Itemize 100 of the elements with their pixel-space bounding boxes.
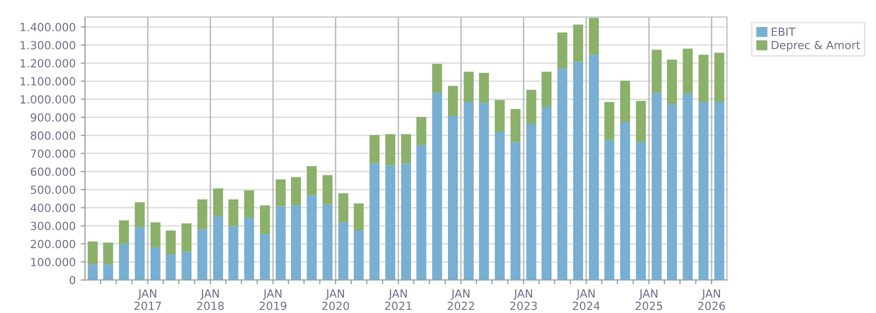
bar xyxy=(354,203,364,230)
bar xyxy=(588,18,599,55)
bar xyxy=(401,163,412,280)
y-tick-label: 0 xyxy=(70,276,76,284)
y-tick-label: 500.000 xyxy=(30,186,76,194)
bar xyxy=(401,134,412,164)
x-tick-label: JAN 2020 xyxy=(322,289,349,310)
bar xyxy=(103,242,114,265)
x-tick-label: JAN 2018 xyxy=(197,289,224,310)
bar xyxy=(338,222,348,280)
bar xyxy=(213,188,224,216)
bar xyxy=(542,107,552,280)
x-tick-label: JAN 2024 xyxy=(572,289,600,310)
x-tick-label: JAN 2022 xyxy=(448,289,474,310)
bar xyxy=(134,202,145,228)
bar xyxy=(228,226,238,280)
bar xyxy=(416,116,426,146)
bar xyxy=(166,254,176,280)
bar xyxy=(197,229,208,280)
bar xyxy=(714,52,724,102)
bar xyxy=(306,166,317,196)
bar xyxy=(652,50,662,93)
bar xyxy=(150,222,160,248)
bar xyxy=(557,32,568,69)
bar xyxy=(338,193,348,222)
bar xyxy=(666,60,677,104)
bar xyxy=(322,204,333,280)
bar xyxy=(573,62,584,280)
bar xyxy=(370,135,380,164)
bar xyxy=(478,72,489,103)
bar xyxy=(150,247,160,280)
y-tick-label: 1.200.000 xyxy=(20,59,76,68)
y-tick-label: 700.000 xyxy=(30,149,76,158)
bar xyxy=(604,102,614,140)
bar xyxy=(260,234,270,280)
y-tick-label: 1.400.000 xyxy=(20,22,76,32)
bar xyxy=(682,48,693,94)
bar xyxy=(557,68,568,280)
y-tick-label: 600.000 xyxy=(30,168,76,176)
bar xyxy=(448,86,458,116)
bar xyxy=(432,92,442,280)
bar xyxy=(88,242,98,265)
legend-label: Deprec & Amort xyxy=(772,40,860,52)
bar xyxy=(494,100,505,132)
x-tick-label: JAN 2017 xyxy=(134,289,161,310)
bar xyxy=(354,230,364,280)
bar xyxy=(322,175,333,204)
legend-label: EBIT xyxy=(772,28,796,36)
y-tick-label: 300.000 xyxy=(30,222,76,230)
bar xyxy=(464,72,474,102)
bar xyxy=(682,94,693,280)
bar xyxy=(416,145,426,280)
bar xyxy=(510,109,520,142)
bar xyxy=(478,102,489,280)
bar xyxy=(432,64,442,93)
bar xyxy=(213,216,224,280)
bar xyxy=(182,252,192,280)
bar xyxy=(494,132,505,280)
bar xyxy=(385,134,396,166)
bar xyxy=(636,100,646,142)
bar xyxy=(290,205,301,280)
y-tick-label: 900.000 xyxy=(30,113,76,122)
bar xyxy=(573,24,584,62)
bar xyxy=(526,124,536,280)
bar xyxy=(118,220,129,244)
bar xyxy=(228,199,238,226)
bar xyxy=(182,223,192,252)
bar xyxy=(103,264,114,280)
bar xyxy=(306,195,317,280)
bar xyxy=(698,54,708,102)
y-tick-label: 400.000 xyxy=(30,204,76,212)
y-tick-label: 800.000 xyxy=(30,131,76,140)
bar xyxy=(244,217,254,280)
bar xyxy=(197,199,208,230)
bar xyxy=(276,179,286,206)
y-tick-label: 1.100.000 xyxy=(20,77,76,86)
x-tick-label: JAN 2026 xyxy=(698,289,725,310)
bar xyxy=(510,142,520,280)
y-tick-label: 1.000.000 xyxy=(20,95,76,104)
bar xyxy=(385,165,396,280)
x-tick-label: JAN 2021 xyxy=(385,289,412,310)
y-tick-label: 200.000 xyxy=(30,240,76,248)
bar xyxy=(276,206,286,280)
bar xyxy=(464,102,474,280)
bar xyxy=(636,142,646,280)
bar xyxy=(260,205,270,234)
y-tick-label: 100.000 xyxy=(31,258,76,266)
bar xyxy=(620,122,630,280)
bar xyxy=(652,92,662,280)
bar xyxy=(542,72,552,108)
bar xyxy=(448,116,458,280)
x-tick-label: JAN 2025 xyxy=(636,289,662,310)
bar xyxy=(526,90,536,124)
bar xyxy=(88,264,98,280)
x-tick-label: JAN 2023 xyxy=(510,289,537,310)
bar xyxy=(604,140,614,280)
bar xyxy=(370,163,380,280)
bar xyxy=(666,104,677,280)
bar xyxy=(620,80,630,122)
bar xyxy=(714,102,724,280)
